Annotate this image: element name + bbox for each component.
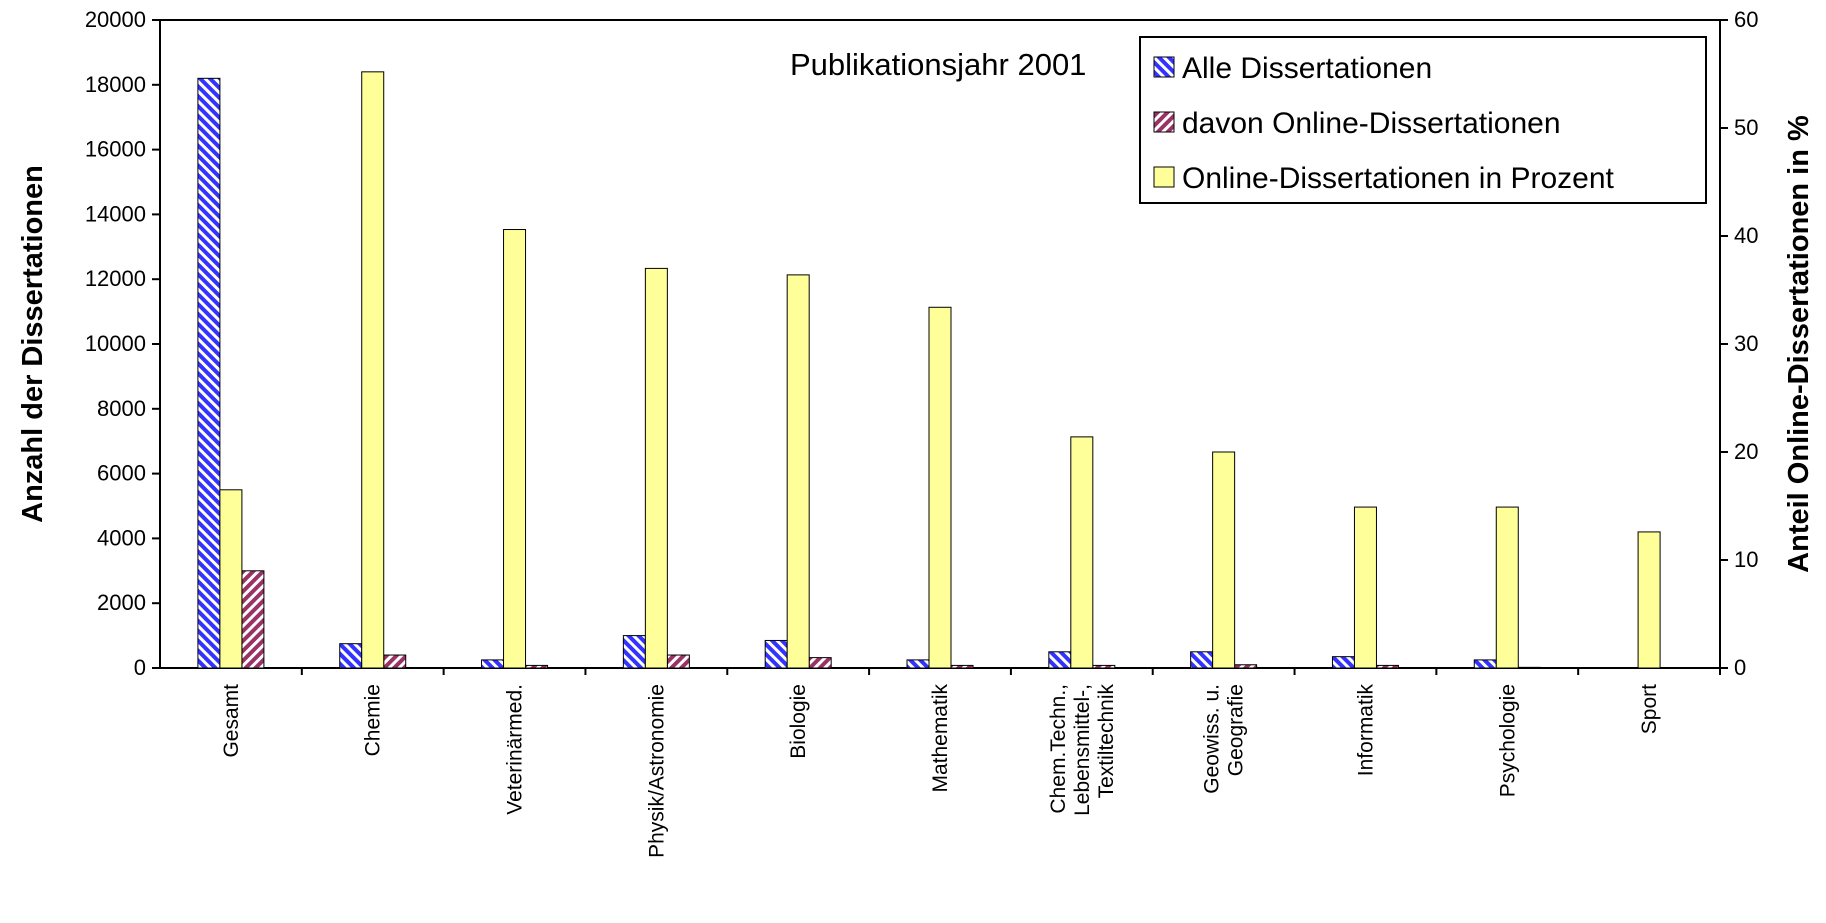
bar-online-prozent [219,489,243,669]
bars-group [197,71,1721,675]
bar-alle-dissertationen [622,635,646,669]
bar-alle-dissertationen [906,659,930,669]
category-label: Chem.Techn.,Lebensmittel-,Textiltechnik [1047,684,1118,816]
bar-davon-online [1517,666,1541,669]
bar-davon-online [525,664,549,669]
category-label-line: Physik/Astronomie [645,684,668,858]
left-tick-group: 0 2000 4000 6000 8000 10000 12000 14000 16000 180… [85,7,160,680]
category-label-line: Psychologie [1496,684,1519,797]
right-tick-label: 0 [1734,655,1746,680]
bar-davon-online [666,654,690,669]
bar-alle-dissertationen [339,643,363,669]
category-labels-group: Gesamt Chemie Veterinärmed. Physik/Astronom… [220,684,1661,858]
legend: Alle Dissertationen davon Online-Dissert… [1139,36,1707,204]
category-label-line: Gesamt [220,684,243,758]
bar-online-prozent [644,267,668,669]
legend-swatch-alle [1153,56,1175,78]
category-label: Informatik [1354,684,1377,777]
right-tick-label: 10 [1734,547,1758,572]
bar-alle-dissertationen [1331,656,1355,669]
legend-label-davon: davon Online-Dissertationen [1182,107,1561,140]
bar-davon-online [383,654,407,669]
category-label: Physik/Astronomie [645,684,668,858]
bar-alle-dissertationen [481,659,505,669]
right-tick-label: 30 [1734,331,1758,356]
bar-davon-online [1375,664,1399,669]
category-label: Chemie [362,684,385,756]
right-tick-label: 60 [1734,7,1758,32]
y-axis-title: Anzahl der Dissertationen [17,165,49,523]
bar-alle-dissertationen [197,77,221,669]
bar-online-prozent [1495,506,1519,669]
category-label: Geowiss. u.Geografie [1201,684,1248,794]
chart-annotation: Publikationsjahr 2001 [790,47,1086,82]
category-label-line: Informatik [1354,684,1377,777]
legend-swatch-prozent [1153,166,1175,188]
category-label-line: Geografie [1225,684,1248,776]
category-label: Psychologie [1496,684,1519,797]
legend-label-alle: Alle Dissertationen [1182,52,1432,85]
bar-online-prozent [361,71,385,669]
left-tick-label: 2000 [97,590,146,615]
bar-davon-online [808,657,832,669]
left-tick-label: 6000 [97,461,146,486]
category-label-line: Geowiss. u. [1201,684,1224,794]
bar-online-prozent [503,229,527,669]
category-label: Gesamt [220,684,243,758]
left-tick-label: 20000 [85,7,146,32]
bar-alle-dissertationen [1190,651,1214,669]
right-tick-group: 0 10 20 30 40 50 60 [1720,7,1758,680]
left-tick-label: 16000 [85,137,146,162]
bar-davon-online [950,664,974,669]
category-label: Biologie [787,684,810,759]
right-tick-label: 40 [1734,223,1758,248]
left-tick-label: 4000 [97,525,146,550]
category-label-line: Veterinärmed. [504,684,527,815]
category-label-line: Chem.Techn., [1047,684,1070,814]
category-label-line: Sport [1638,684,1661,734]
right-tick-label: 50 [1734,115,1758,140]
bar-alle-dissertationen [1048,651,1072,669]
category-label: Sport [1638,684,1661,734]
bar-alle-dissertationen [1473,659,1497,669]
category-label-line: Biologie [787,684,810,759]
bar-davon-online [1092,664,1116,669]
legend-swatch-davon [1153,111,1175,133]
bar-online-prozent [786,274,810,669]
left-tick-label: 10000 [85,331,146,356]
category-label-line: Chemie [362,684,385,756]
bar-online-prozent [1212,451,1236,669]
left-tick-label: 0 [134,655,146,680]
category-label-line: Lebensmittel-, [1071,684,1094,816]
category-label-line: Textiltechnik [1095,684,1118,799]
bar-online-prozent [1637,531,1661,669]
bar-davon-online [241,570,265,669]
bar-davon-online [1234,664,1258,669]
bar-online-prozent [1070,436,1094,669]
left-tick-label: 12000 [85,266,146,291]
category-label: Veterinärmed. [504,684,527,815]
bar-online-prozent [928,306,952,669]
bar-online-prozent [1353,506,1377,669]
legend-box [1139,36,1707,204]
left-tick-label: 8000 [97,396,146,421]
legend-label-prozent: Online-Dissertationen in Prozent [1182,162,1615,195]
y2-axis-title: Anteil Online-Dissertationen in % [1783,115,1815,573]
left-tick-label: 18000 [85,72,146,97]
category-label: Mathematik [929,684,952,793]
bar-alle-dissertationen [764,639,788,669]
right-tick-label: 20 [1734,439,1758,464]
left-tick-label: 14000 [85,201,146,226]
category-label-line: Mathematik [929,684,952,793]
